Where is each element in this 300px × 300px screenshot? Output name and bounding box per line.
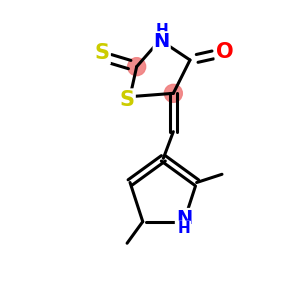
Circle shape (128, 58, 146, 76)
Text: S: S (94, 43, 109, 63)
Text: H: H (178, 221, 190, 236)
Circle shape (164, 84, 182, 102)
Text: N: N (154, 32, 170, 51)
Text: O: O (216, 42, 234, 62)
Text: H: H (155, 23, 168, 38)
Text: N: N (176, 209, 192, 228)
Text: S: S (119, 90, 134, 110)
